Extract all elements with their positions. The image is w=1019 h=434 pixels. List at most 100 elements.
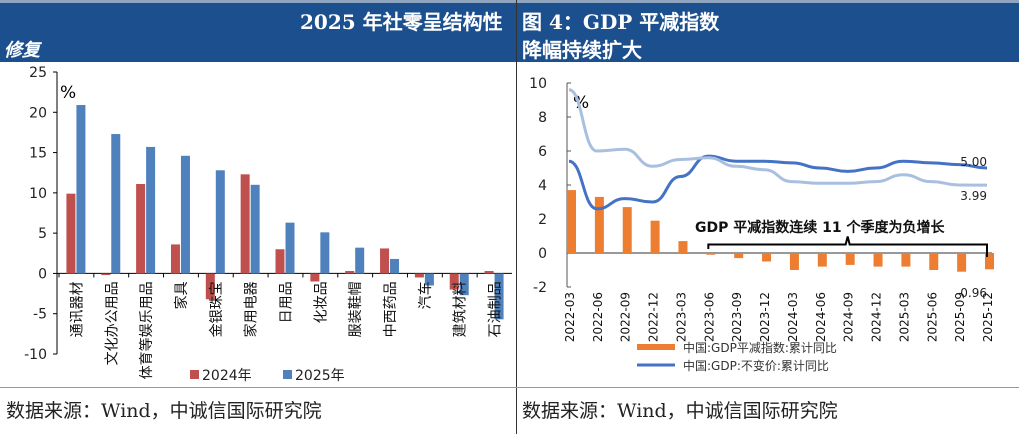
legend-swatch [283, 370, 292, 379]
bar-2025年 [215, 170, 225, 274]
y-tick-label: 8 [538, 110, 547, 126]
bar-2024年 [380, 248, 390, 274]
bar-2025年 [111, 134, 121, 274]
panel-divider [516, 0, 517, 434]
bar-2025年 [390, 258, 400, 274]
deflator-bar [622, 207, 632, 253]
x-tick-label: 2022-12 [647, 292, 661, 342]
y-tick-label: -2 [533, 280, 547, 296]
x-tick-label: 2023-09 [730, 292, 744, 342]
deflator-bar [957, 253, 967, 272]
y-tick-label: 15 [29, 146, 47, 162]
x-tick-label: 汽车 [417, 281, 434, 309]
bar-2025年 [76, 105, 86, 274]
y-tick-label: 10 [29, 186, 47, 202]
x-tick-label: 中西药品 [383, 281, 399, 337]
x-tick-label: 文化办公用品 [104, 281, 120, 365]
bar-2024年 [240, 174, 250, 274]
x-tick-label: 2025-06 [925, 292, 939, 342]
y-tick-label: 5 [38, 226, 47, 242]
right-title: 图 4：GDP 平减指数 [522, 10, 720, 34]
x-tick-label: 2025-03 [897, 292, 911, 342]
brace [707, 236, 988, 257]
bar-2024年 [275, 249, 285, 274]
x-tick-label: 家用电器 [243, 281, 260, 337]
deflator-bar [845, 253, 855, 265]
deflator-bar [789, 253, 799, 270]
legend-label: 2024年 [202, 368, 252, 384]
bar-2025年 [424, 273, 434, 286]
deflator-bar [706, 253, 716, 255]
deflator-bar [567, 190, 576, 253]
left-title-cont: 修复 [4, 40, 40, 61]
header-bar [0, 0, 1019, 62]
deflator-bar [650, 220, 660, 253]
x-tick-label: 2025-12 [981, 292, 995, 342]
y-tick-label: 10 [529, 76, 547, 92]
legend-label: 中国:GDP:不变价:累计同比 [683, 358, 829, 373]
bar-2025年 [180, 155, 190, 274]
y-tick-label: 6 [538, 144, 547, 160]
x-tick-label: 化妆品 [313, 281, 329, 323]
bar-2024年 [310, 273, 320, 282]
x-tick-label: 2025-09 [953, 292, 967, 342]
bar-2024年 [414, 273, 424, 278]
bar-2025年 [285, 222, 295, 274]
legend-label: 2025年 [295, 368, 345, 384]
legend-swatch-bar [637, 344, 675, 350]
footer-divider [0, 387, 1019, 388]
x-tick-label: 2022-03 [563, 292, 577, 342]
y-tick-label: -10 [24, 347, 47, 363]
deflator-bar [929, 253, 939, 270]
retail-bar-chart: 25 20 15 10 5 0 -5 -10% 通讯器材 文化办公用品 体育等娱乐用品 家具 金银珠宝 家… [24, 65, 512, 384]
left-source: 数据来源：Wind，中诚信国际研究院 [6, 400, 322, 422]
bar-2025年 [146, 146, 156, 274]
bar-2024年 [484, 271, 494, 274]
x-tick-label: 家具 [173, 281, 190, 309]
bar-2024年 [66, 193, 76, 274]
legend-label: 中国:GDP平减指数:累计同比 [683, 340, 837, 355]
y-tick-label: 0 [538, 246, 547, 262]
gdp-real-line [568, 154, 988, 211]
bar-2024年 [101, 273, 111, 276]
x-tick-label: 建筑材料 [453, 281, 469, 337]
deflator-bar [734, 253, 744, 259]
deflator-bar [985, 253, 994, 270]
x-tick-label: 通讯器材 [69, 281, 85, 337]
bar-2024年 [205, 273, 215, 300]
light-line [568, 88, 988, 187]
x-tick-label: 2022-09 [619, 292, 633, 342]
x-tick-label: 金银珠宝 [209, 281, 225, 337]
legend-swatch [190, 370, 199, 379]
right-title-cont: 降幅持续扩大 [522, 38, 642, 62]
brace-annotation: GDP 平减指数连续 11 个季度为负增长 [695, 219, 945, 236]
x-tick-label: 2023-12 [758, 292, 772, 342]
bar-2024年 [136, 183, 146, 274]
deflator-bar [817, 253, 827, 267]
bar-2024年 [345, 271, 355, 274]
unit-label: % [60, 83, 76, 103]
bar-2025年 [320, 232, 330, 274]
y-tick-label: 4 [538, 178, 547, 194]
left-title: 2025 年社零呈结构性 [300, 10, 503, 34]
bar-2024年 [449, 273, 459, 290]
x-tick-label: 2023-03 [674, 292, 688, 342]
bar-2025年 [355, 247, 365, 274]
deflator-bar [678, 241, 688, 253]
deflator-bar [873, 253, 883, 267]
deflator-bar [762, 253, 772, 262]
deflator-bar [901, 253, 911, 267]
x-tick-label: 服装鞋帽 [348, 281, 364, 337]
x-tick-label: 2023-06 [702, 292, 716, 342]
bar-2025年 [250, 184, 260, 274]
bar-2025年 [494, 273, 504, 320]
x-tick-label: 2024-12 [870, 292, 884, 342]
x-tick-label: 石油制品 [488, 281, 504, 337]
y-tick-label: -5 [33, 307, 47, 323]
x-tick-label: 体育等娱乐用品 [138, 281, 155, 379]
y-tick-label: 25 [29, 65, 47, 81]
x-tick-label: 日用品 [279, 281, 295, 323]
x-tick-label: 2024-06 [814, 292, 828, 342]
deflator-bar [594, 196, 604, 253]
